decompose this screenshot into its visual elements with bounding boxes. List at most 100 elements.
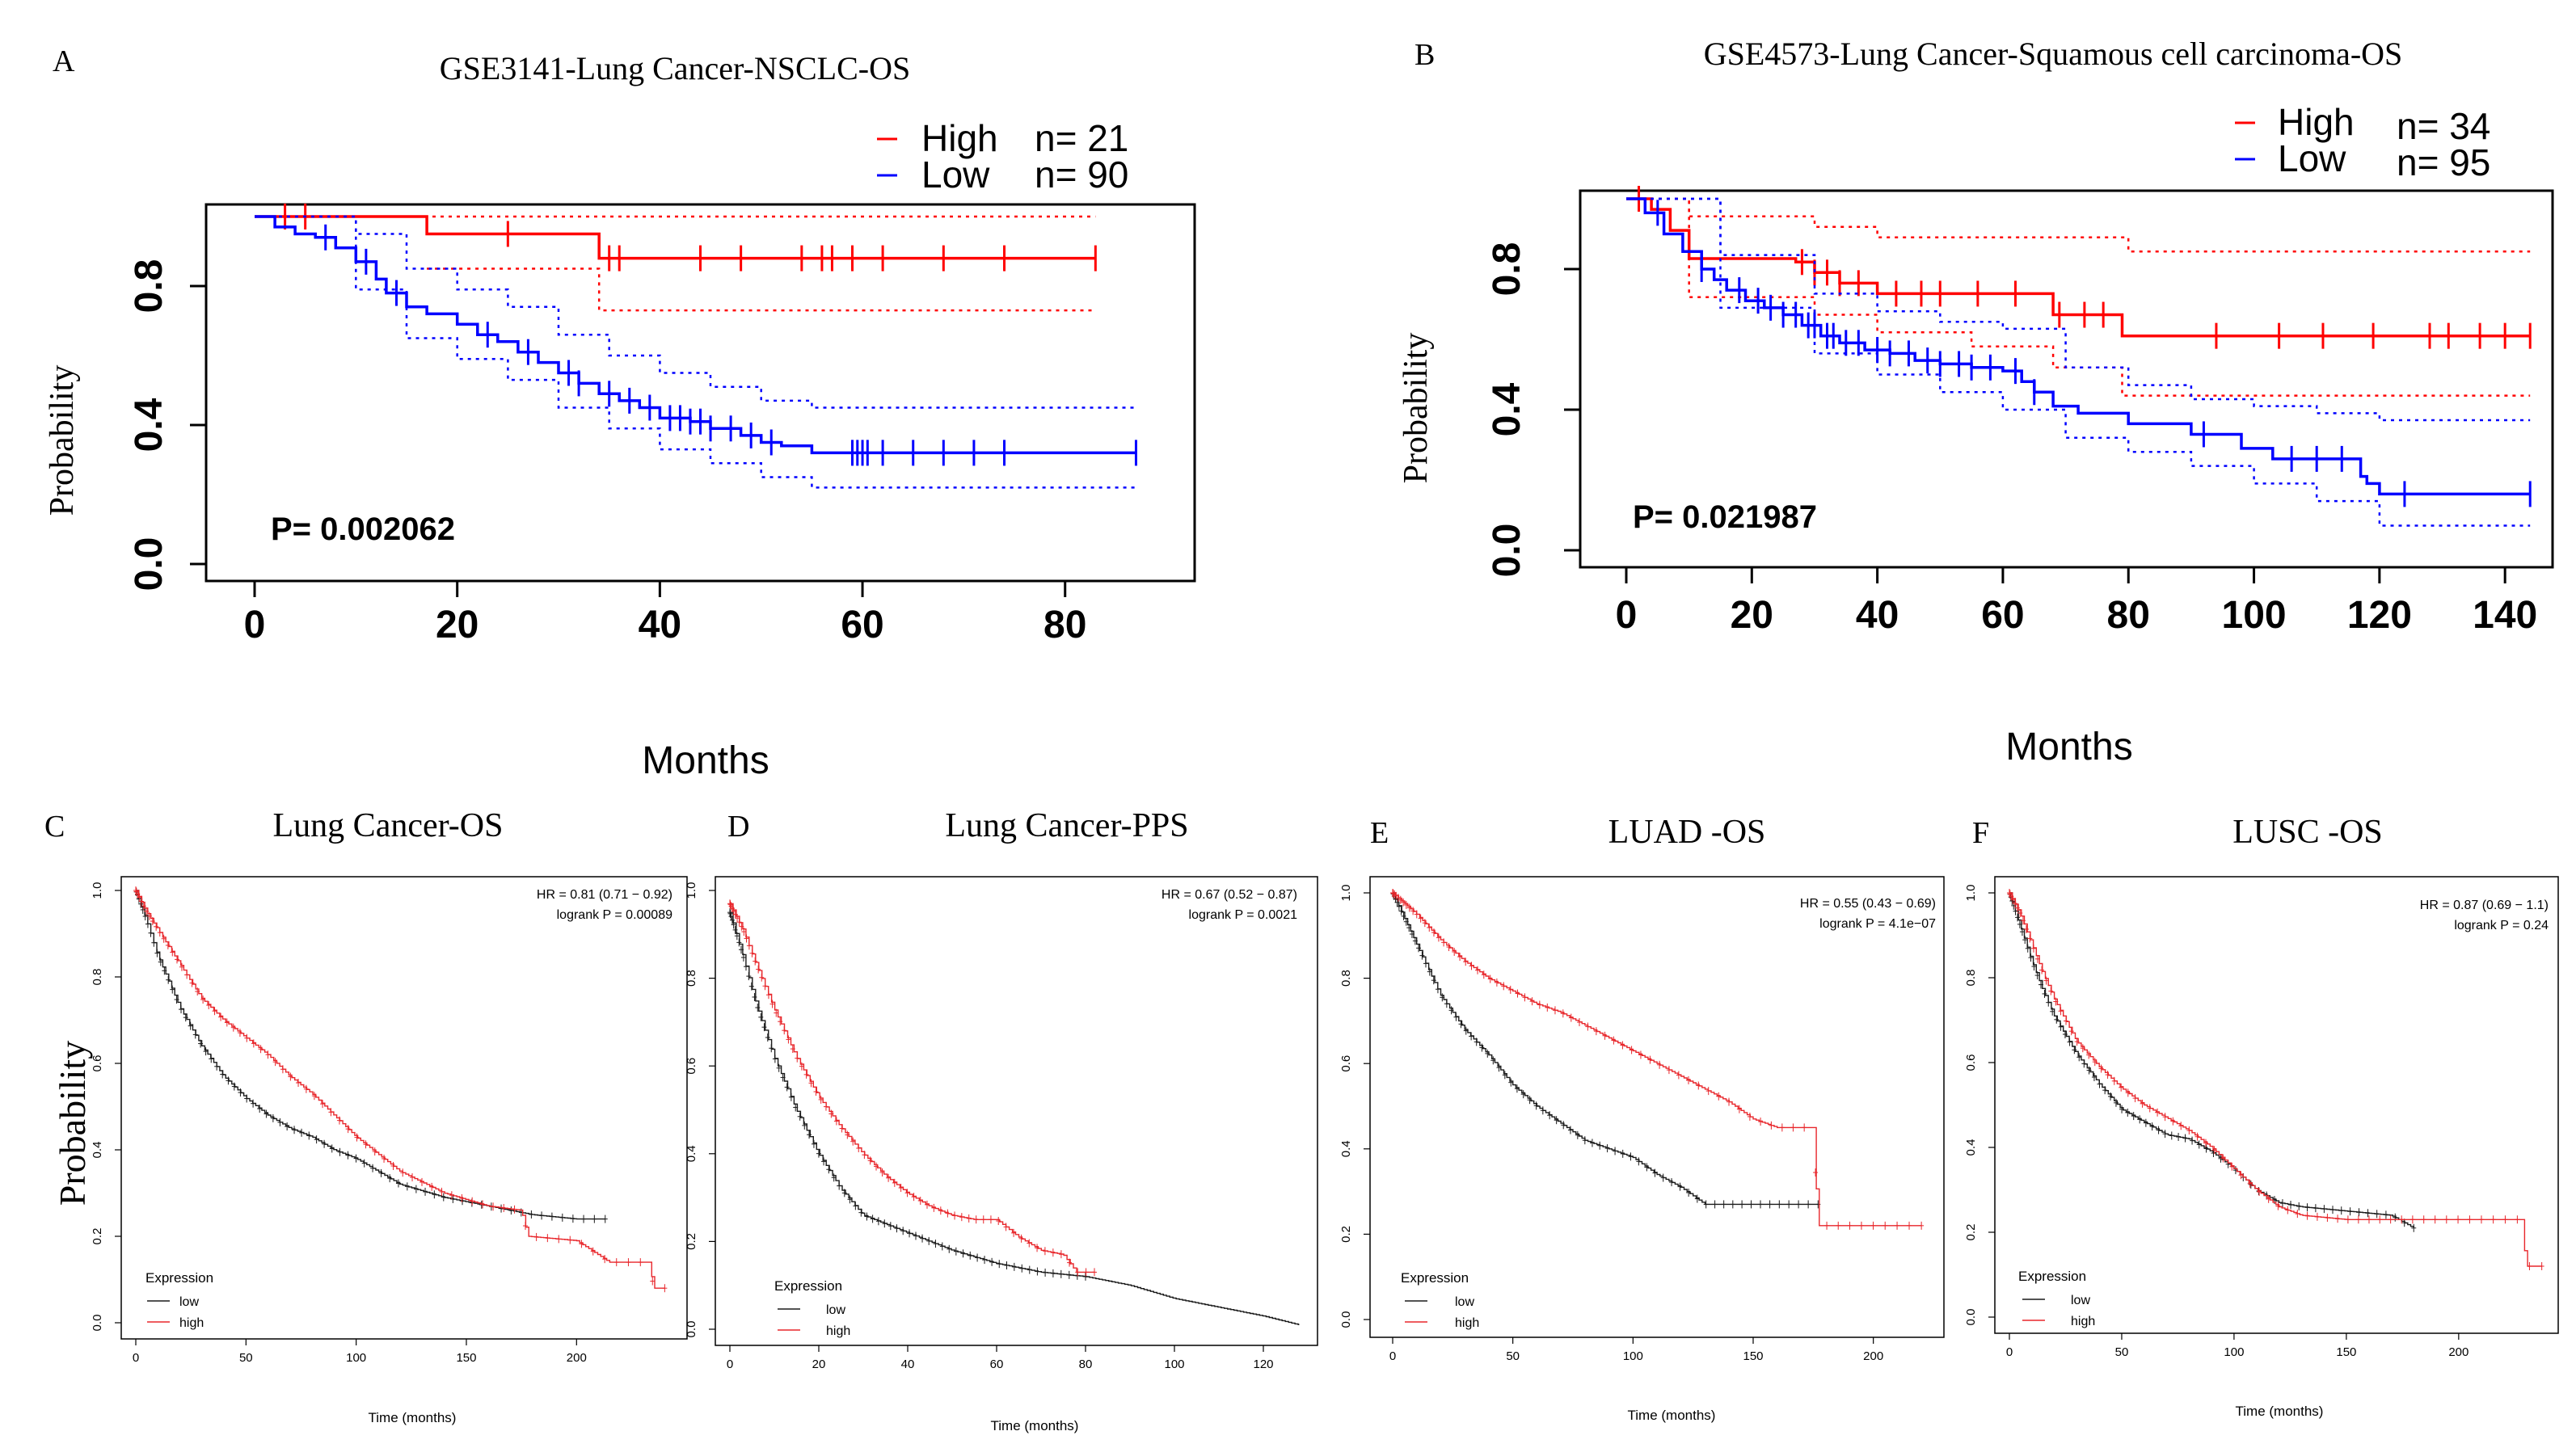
survival-curve-high-a <box>255 215 1096 260</box>
x-tick-label-b-0: 0 <box>1616 594 1638 637</box>
survival-curve-low-f <box>2009 892 2414 1228</box>
hr-text-e: HR = 0.55 (0.43 − 0.69) <box>1800 897 1936 911</box>
y-tick-label-e-1: 0.2 <box>1339 1226 1353 1243</box>
legend-high-label-b: High <box>2278 101 2355 143</box>
y-tick-label-e-0: 0.0 <box>1339 1311 1353 1328</box>
y-tick-label-a-0: 0.0 <box>128 537 171 591</box>
plot-frame-f <box>1994 876 2559 1334</box>
y-tick-label-e-3: 0.6 <box>1339 1055 1353 1072</box>
logrank-text-e: logrank P = 4.1e−07 <box>1819 917 1936 931</box>
survival-curve-low-c <box>136 890 605 1220</box>
panel-title-c: Lung Cancer-OS <box>273 807 504 844</box>
x-tick-label-c-3: 150 <box>456 1351 476 1365</box>
x-tick-label-a-2: 40 <box>639 604 681 646</box>
x-tick-label-e-3: 150 <box>1743 1349 1763 1363</box>
x-tick-label-a-4: 80 <box>1043 604 1086 646</box>
panel-a: A GSE3141-Lung Cancer-NSCLC-OS High n= 2… <box>44 44 1196 782</box>
y-tick-label-c-3: 0.6 <box>91 1055 104 1072</box>
y-tick-label-d-2: 0.4 <box>685 1145 698 1162</box>
legend-title-d: Expression <box>774 1278 842 1294</box>
p-value-b: P= 0.021987 <box>1633 499 1817 535</box>
panel-letter-e: E <box>1370 816 1389 850</box>
y-tick-label-e-4: 0.8 <box>1339 970 1353 987</box>
legend-d: Expression low high <box>774 1278 850 1338</box>
ci-lower-high-b <box>1626 197 2531 397</box>
x-tick-label-a-3: 60 <box>841 604 883 646</box>
ci-upper-low-b <box>1626 197 2531 422</box>
legend-high-label-f: high <box>2071 1315 2095 1328</box>
y-tick-label-f-3: 0.6 <box>1964 1054 1978 1071</box>
survival-curve-high-e <box>1393 892 1922 1227</box>
x-tick-label-b-3: 60 <box>1981 594 2024 637</box>
x-tick-label-a-1: 20 <box>436 604 479 646</box>
legend-low-label-d: low <box>826 1303 845 1317</box>
panel-letter-a: A <box>53 44 75 78</box>
legend-low-label-e: low <box>1455 1295 1474 1309</box>
y-tick-label-c-0: 0.0 <box>91 1315 104 1332</box>
panel-c: C Lung Cancer-OS 0 50 100 150 200 0.0 0.2 0.4 0.… <box>44 807 688 1425</box>
panel-title-b: GSE4573-Lung Cancer-Squamous cell carcin… <box>1704 36 2403 72</box>
y-tick-label-a-1: 0.4 <box>128 398 171 452</box>
x-tick-label-d-3: 60 <box>990 1358 1004 1371</box>
legend-high-label-d: high <box>826 1324 850 1338</box>
legend-low-label-a: Low <box>921 154 990 196</box>
plot-area-b: 0 20 40 60 80 100 120 140 0.0 0.4 0.8 <box>1486 186 2537 637</box>
x-tick-label-a-0: 0 <box>244 604 266 646</box>
y-tick-label-d-4: 0.8 <box>685 970 698 987</box>
plot-area-a: 0 20 40 60 80 0.0 0.4 0.8 <box>128 204 1137 646</box>
x-tick-label-d-6: 120 <box>1253 1358 1273 1371</box>
x-tick-label-d-2: 40 <box>901 1358 915 1371</box>
ci-upper-high-b <box>1626 197 2531 253</box>
survival-curve-high-f <box>2009 892 2542 1267</box>
survival-curve-high-b <box>1626 197 2531 338</box>
panel-title-f: LUSC -OS <box>2232 814 2383 851</box>
plot-frame-c <box>120 876 688 1340</box>
legend-title-e: Expression <box>1401 1270 1469 1286</box>
plot-frame-d <box>715 876 1318 1346</box>
legend-low-label-b: Low <box>2278 137 2346 179</box>
y-tick-label-f-1: 0.2 <box>1964 1224 1978 1241</box>
legend-low-n-a: n= 90 <box>1035 154 1128 196</box>
x-axis-label-e: Time (months) <box>1628 1408 1716 1423</box>
legend-c: Expression low high <box>145 1270 213 1330</box>
legend-b: High n= 34 Low n= 95 <box>2235 101 2490 183</box>
y-tick-label-f-4: 0.8 <box>1964 970 1978 987</box>
x-tick-label-f-2: 100 <box>2224 1345 2244 1359</box>
panel-f: F LUSC -OS 0 50 100 150 200 0.0 0.2 0.4 0.6 0.8 1.… <box>1964 814 2559 1419</box>
y-tick-label-d-3: 0.6 <box>685 1058 698 1075</box>
hr-text-d: HR = 0.67 (0.52 − 0.87) <box>1162 888 1297 902</box>
y-tick-label-c-4: 0.8 <box>91 969 104 986</box>
y-tick-label-a-2: 0.8 <box>128 259 171 314</box>
x-axis-label-a: Months <box>642 739 769 782</box>
panel-b: B GSE4573-Lung Cancer-Squamous cell carc… <box>1398 36 2554 768</box>
plot-frame-b <box>1579 189 2554 569</box>
x-tick-label-e-4: 200 <box>1863 1349 1883 1363</box>
x-axis-label-b: Months <box>2005 726 2132 768</box>
x-tick-label-b-1: 20 <box>1731 594 1773 637</box>
y-tick-label-c-5: 1.0 <box>91 882 104 899</box>
x-tick-label-d-5: 100 <box>1164 1358 1184 1371</box>
panel-letter-c: C <box>44 810 65 844</box>
y-tick-label-f-0: 0.0 <box>1964 1309 1978 1326</box>
logrank-text-d: logrank P = 0.0021 <box>1189 908 1298 922</box>
panel-letter-d: D <box>727 810 749 844</box>
y-tick-label-d-0: 0.0 <box>685 1321 698 1338</box>
panel-title-a: GSE3141-Lung Cancer-NSCLC-OS <box>440 50 910 86</box>
x-tick-label-c-4: 200 <box>567 1351 587 1365</box>
x-tick-label-e-2: 100 <box>1623 1349 1643 1363</box>
x-tick-label-e-1: 50 <box>1506 1349 1520 1363</box>
y-tick-label-c-2: 0.4 <box>91 1142 104 1159</box>
survival-curve-low-e <box>1393 892 1819 1206</box>
panel-title-e: LUAD -OS <box>1608 814 1766 851</box>
x-axis-label-f: Time (months) <box>2236 1404 2324 1419</box>
x-tick-label-d-4: 80 <box>1079 1358 1093 1371</box>
legend-high-n-a: n= 21 <box>1035 117 1128 159</box>
y-tick-label-d-1: 0.2 <box>685 1233 698 1250</box>
y-tick-label-b-1: 0.4 <box>1486 382 1528 436</box>
y-tick-label-c-1: 0.2 <box>91 1228 104 1245</box>
x-tick-label-f-3: 150 <box>2336 1345 2356 1359</box>
p-value-a: P= 0.002062 <box>271 511 455 547</box>
ci-lower-high-a <box>427 267 1096 312</box>
x-tick-label-c-2: 100 <box>346 1351 366 1365</box>
